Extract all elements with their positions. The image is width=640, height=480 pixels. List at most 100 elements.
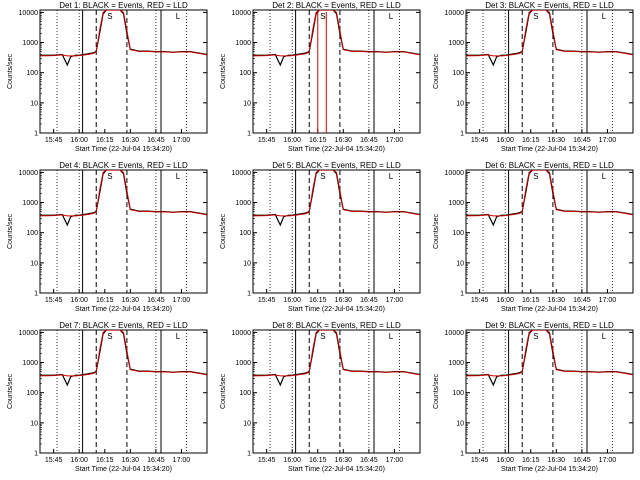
y-tick-label: 1 (247, 451, 251, 458)
detector-panel: Det 2: BLACK = Events, RED = LLD 1 10 100 10… (220, 1, 421, 153)
lld-series-line (253, 10, 420, 57)
y-tick-label: 1 (34, 291, 38, 298)
marker-label: S (107, 12, 112, 21)
lld-series-line (40, 10, 207, 57)
y-tick-label: 1 (34, 451, 38, 458)
plot-frame (465, 9, 634, 134)
marker-label: S (533, 12, 538, 21)
events-series-line (253, 330, 420, 387)
marker-label: L (176, 332, 181, 341)
marker-label: L (389, 332, 394, 341)
y-tick-label: 1000 (22, 200, 38, 207)
x-tick-label: 16:45 (360, 297, 378, 304)
y-tick-label: 1 (34, 131, 38, 138)
plot-frame (39, 169, 208, 294)
y-tick-label: 100 (239, 70, 251, 77)
x-tick-label: 16:30 (335, 137, 353, 144)
x-axis-label: Start Time (22-Jul-04 15:34:20) (501, 306, 598, 313)
x-tick-label: 16:30 (548, 457, 566, 464)
plot-frame (39, 329, 208, 454)
x-tick-label: 16:00 (70, 457, 88, 464)
lld-series-line (253, 170, 420, 217)
marker-label: L (602, 332, 607, 341)
y-tick-label: 1 (247, 131, 251, 138)
y-tick-label: 100 (239, 390, 251, 397)
x-tick-label: 15:45 (45, 457, 63, 464)
y-axis-label: Counts/sec (220, 53, 227, 89)
y-tick-label: 100 (452, 70, 464, 77)
x-tick-label: 15:45 (258, 297, 276, 304)
lld-series-line (40, 330, 207, 377)
y-tick-label: 100 (26, 390, 38, 397)
y-axis-label: Counts/sec (7, 53, 14, 89)
x-tick-label: 16:45 (360, 457, 378, 464)
plot-frame (252, 169, 421, 294)
y-tick-label: 1 (460, 451, 464, 458)
x-tick-label: 15:45 (471, 137, 489, 144)
marker-label: S (107, 332, 112, 341)
lld-series-line (466, 330, 633, 377)
marker-label: L (389, 12, 394, 21)
lld-series-line (253, 330, 420, 377)
x-axis-label: Start Time (22-Jul-04 15:34:20) (75, 466, 172, 473)
y-tick-label: 10000 (445, 170, 465, 177)
panel-title: Det 3: BLACK = Events, RED = LLD (485, 1, 614, 10)
y-tick-label: 1000 (235, 360, 251, 367)
x-tick-label: 16:00 (283, 137, 301, 144)
lld-series-line (466, 170, 633, 217)
events-series-line (466, 330, 633, 387)
x-tick-label: 16:00 (496, 137, 514, 144)
marker-label: L (602, 12, 607, 21)
marker-label: L (176, 172, 181, 181)
x-tick-label: 17:00 (386, 137, 404, 144)
y-tick-label: 100 (452, 390, 464, 397)
marker-label: S (107, 172, 112, 181)
y-axis-label: Counts/sec (433, 373, 440, 409)
panel-title: Det 9: BLACK = Events, RED = LLD (485, 321, 614, 330)
x-tick-label: 15:45 (45, 137, 63, 144)
y-tick-label: 10000 (232, 170, 252, 177)
y-tick-label: 10 (243, 420, 251, 427)
x-axis-label: Start Time (22-Jul-04 15:34:20) (75, 306, 172, 313)
marker-label: L (602, 172, 607, 181)
events-series-line (40, 170, 207, 227)
y-tick-label: 10 (456, 100, 464, 107)
marker-label: S (320, 172, 325, 181)
events-series-line (253, 170, 420, 227)
x-tick-label: 17:00 (173, 297, 191, 304)
x-tick-label: 16:15 (522, 457, 540, 464)
events-series-line (40, 10, 207, 67)
detector-panel: Det 1: BLACK = Events, RED = LLD 1 10 100 10… (7, 1, 208, 153)
plot-frame (465, 169, 634, 294)
x-tick-label: 16:45 (573, 137, 591, 144)
x-tick-label: 16:30 (122, 137, 140, 144)
panel-title: Det 6: BLACK = Events, RED = LLD (485, 161, 614, 170)
x-tick-label: 16:15 (309, 297, 327, 304)
y-tick-label: 10 (456, 260, 464, 267)
x-tick-label: 16:30 (335, 297, 353, 304)
marker-label: S (533, 332, 538, 341)
y-axis-label: Counts/sec (433, 213, 440, 249)
y-axis-label: Counts/sec (220, 213, 227, 249)
y-tick-label: 1000 (22, 40, 38, 47)
y-tick-label: 1000 (448, 360, 464, 367)
y-tick-label: 10000 (445, 10, 465, 17)
y-tick-label: 1 (247, 291, 251, 298)
y-tick-label: 100 (26, 230, 38, 237)
plot-frame (465, 329, 634, 454)
x-tick-label: 17:00 (599, 297, 617, 304)
events-series-line (253, 10, 420, 67)
x-tick-label: 16:15 (309, 137, 327, 144)
y-axis-label: Counts/sec (7, 213, 14, 249)
x-tick-label: 16:15 (309, 457, 327, 464)
x-tick-label: 16:45 (573, 297, 591, 304)
x-tick-label: 15:45 (471, 457, 489, 464)
y-tick-label: 10000 (19, 170, 39, 177)
detector-panel: Det 8: BLACK = Events, RED = LLD 1 10 100 10… (220, 321, 421, 473)
y-tick-label: 10 (30, 420, 38, 427)
x-tick-label: 16:45 (147, 137, 165, 144)
x-tick-label: 17:00 (599, 137, 617, 144)
plot-frame (252, 329, 421, 454)
events-series-line (466, 170, 633, 227)
marker-label: S (533, 172, 538, 181)
